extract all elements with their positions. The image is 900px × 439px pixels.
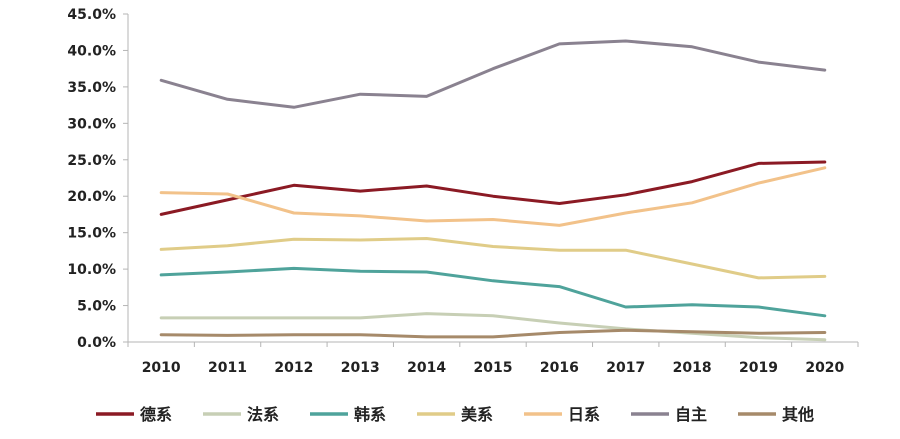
y-tick-label: 15.0% xyxy=(67,226,116,242)
series-line-2 xyxy=(159,266,827,318)
x-tick-label: 2010 xyxy=(142,360,181,376)
series-line-0 xyxy=(159,160,827,216)
series-line-5 xyxy=(159,39,827,109)
legend-label-4: 日系 xyxy=(568,405,600,424)
x-tick-label: 2011 xyxy=(208,360,247,376)
y-tick-label: 20.0% xyxy=(67,189,116,205)
legend: 德系 法系 韩系 美系 日系 自主 其他 xyxy=(96,405,814,424)
legend-label-2: 韩系 xyxy=(354,405,386,424)
y-tick-label: 10.0% xyxy=(67,262,116,278)
y-tick-label: 30.0% xyxy=(67,116,116,132)
legend-label-5: 自主 xyxy=(675,405,707,424)
legend-label-1: 法系 xyxy=(247,405,279,424)
x-tick-label: 2016 xyxy=(540,360,579,376)
x-tick-label: 2014 xyxy=(407,360,446,376)
axes-group: 0.0% 5.0% 10.0% 15.0% 20.0% 25.0% 30.0% 35.0% 40… xyxy=(67,7,859,376)
x-tick-label: 2012 xyxy=(274,360,313,376)
x-tick-label: 2017 xyxy=(606,360,645,376)
y-tick-label: 40.0% xyxy=(67,43,116,59)
x-tick-label: 2020 xyxy=(805,360,844,376)
y-tick-label: 45.0% xyxy=(67,7,116,23)
y-tick-label: 25.0% xyxy=(67,153,116,169)
x-tick-label: 2013 xyxy=(341,360,380,376)
series-line-6 xyxy=(159,328,827,339)
series-group xyxy=(159,39,827,342)
y-tick-label: 35.0% xyxy=(67,80,116,96)
legend-label-0: 德系 xyxy=(140,405,172,424)
legend-label-6: 其他 xyxy=(782,405,814,424)
series-line-4 xyxy=(159,166,827,227)
series-line-1 xyxy=(159,312,827,342)
y-tick-label: 5.0% xyxy=(77,299,116,315)
x-tick-label: 2018 xyxy=(673,360,712,376)
series-line-3 xyxy=(159,237,827,280)
x-tick-label: 2019 xyxy=(739,360,778,376)
legend-label-3: 美系 xyxy=(461,405,493,424)
x-tick-label: 2015 xyxy=(474,360,513,376)
y-tick-label: 0.0% xyxy=(77,335,116,351)
